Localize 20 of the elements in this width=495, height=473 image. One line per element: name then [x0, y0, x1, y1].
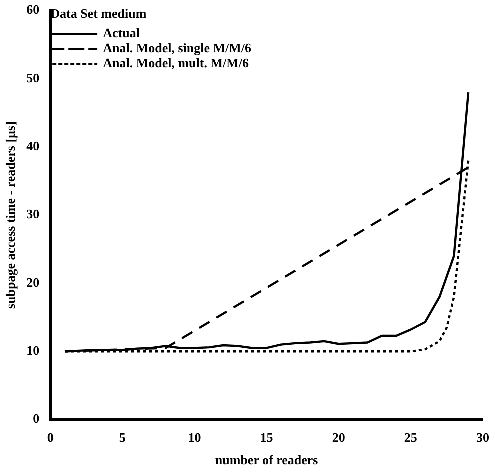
legend-label: Anal. Model, single M/M/6 — [103, 40, 252, 56]
y-tick-label: 10 — [26, 342, 40, 358]
y-tick-label: 50 — [26, 70, 40, 86]
y-axis-title: subpage access time - readers [µs] — [3, 122, 18, 310]
y-tick-label: 0 — [33, 411, 40, 426]
y-tick-label: 20 — [26, 274, 40, 290]
x-tick-label: 0 — [47, 430, 54, 445]
y-tick-label: 30 — [26, 206, 40, 222]
x-tick-label: 5 — [119, 430, 126, 445]
legend-label: Actual — [103, 25, 140, 40]
legend-label: Anal. Model, mult. M/M/6 — [103, 55, 250, 70]
x-tick-label: 30 — [476, 430, 490, 445]
x-tick-label: 15 — [260, 430, 274, 445]
y-tick-label: 40 — [26, 138, 40, 154]
y-tick-label: 60 — [26, 2, 40, 18]
x-tick-label: 10 — [188, 430, 202, 445]
x-tick-label: 25 — [404, 430, 418, 445]
legend-title: Data Set medium — [50, 6, 147, 21]
x-axis-title: number of readers — [215, 452, 318, 468]
x-tick-label: 20 — [332, 430, 346, 445]
